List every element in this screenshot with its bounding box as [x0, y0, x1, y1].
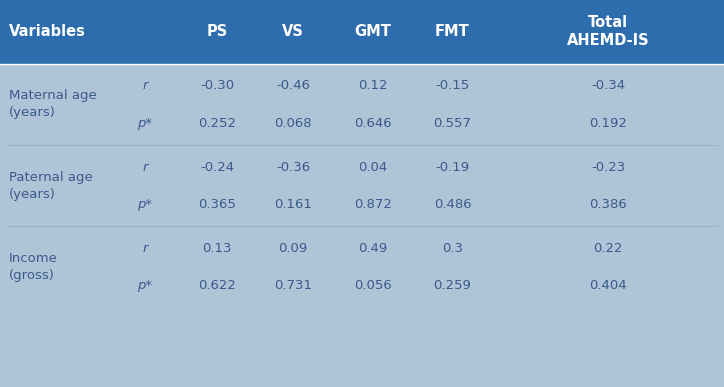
Text: 0.731: 0.731 [274, 279, 312, 292]
Text: Income
(gross): Income (gross) [9, 252, 58, 282]
Text: p*: p* [138, 117, 152, 130]
Text: 0.252: 0.252 [198, 117, 236, 130]
Text: p*: p* [138, 198, 152, 211]
Text: 0.09: 0.09 [279, 242, 308, 255]
Text: 0.22: 0.22 [594, 242, 623, 255]
FancyBboxPatch shape [0, 0, 724, 64]
Text: -0.23: -0.23 [591, 161, 626, 173]
Text: 0.13: 0.13 [203, 242, 232, 255]
Text: 0.3: 0.3 [442, 242, 463, 255]
Text: 0.056: 0.056 [354, 279, 392, 292]
Text: -0.15: -0.15 [435, 79, 470, 92]
Text: 0.872: 0.872 [354, 198, 392, 211]
Text: r: r [142, 161, 148, 173]
Text: Maternal age
(years): Maternal age (years) [9, 89, 96, 120]
Text: -0.46: -0.46 [277, 79, 310, 92]
Text: FMT: FMT [435, 24, 470, 39]
FancyBboxPatch shape [0, 308, 724, 387]
Text: r: r [142, 79, 148, 92]
Text: 0.068: 0.068 [274, 117, 312, 130]
Text: -0.24: -0.24 [200, 161, 235, 173]
Text: 0.259: 0.259 [434, 279, 471, 292]
Text: Variables: Variables [9, 24, 85, 39]
Text: -0.34: -0.34 [591, 79, 626, 92]
Text: 0.04: 0.04 [358, 161, 387, 173]
Text: 0.12: 0.12 [358, 79, 387, 92]
Text: 0.622: 0.622 [198, 279, 236, 292]
Text: Paternal age
(years): Paternal age (years) [9, 171, 93, 201]
Text: GMT: GMT [355, 24, 391, 39]
Text: 0.49: 0.49 [358, 242, 387, 255]
Text: -0.36: -0.36 [276, 161, 311, 173]
Text: 0.365: 0.365 [198, 198, 236, 211]
Text: 0.557: 0.557 [434, 117, 471, 130]
Text: VS: VS [282, 24, 304, 39]
Text: -0.30: -0.30 [200, 79, 235, 92]
Text: 0.404: 0.404 [589, 279, 627, 292]
Text: Total
AHEMD-IS: Total AHEMD-IS [567, 15, 649, 48]
Text: 0.161: 0.161 [274, 198, 312, 211]
Text: -0.19: -0.19 [435, 161, 470, 173]
Text: r: r [142, 242, 148, 255]
Text: 0.486: 0.486 [434, 198, 471, 211]
Text: 0.192: 0.192 [589, 117, 627, 130]
Text: 0.646: 0.646 [354, 117, 392, 130]
Text: PS: PS [206, 24, 228, 39]
Text: 0.386: 0.386 [589, 198, 627, 211]
Text: p*: p* [138, 279, 152, 292]
